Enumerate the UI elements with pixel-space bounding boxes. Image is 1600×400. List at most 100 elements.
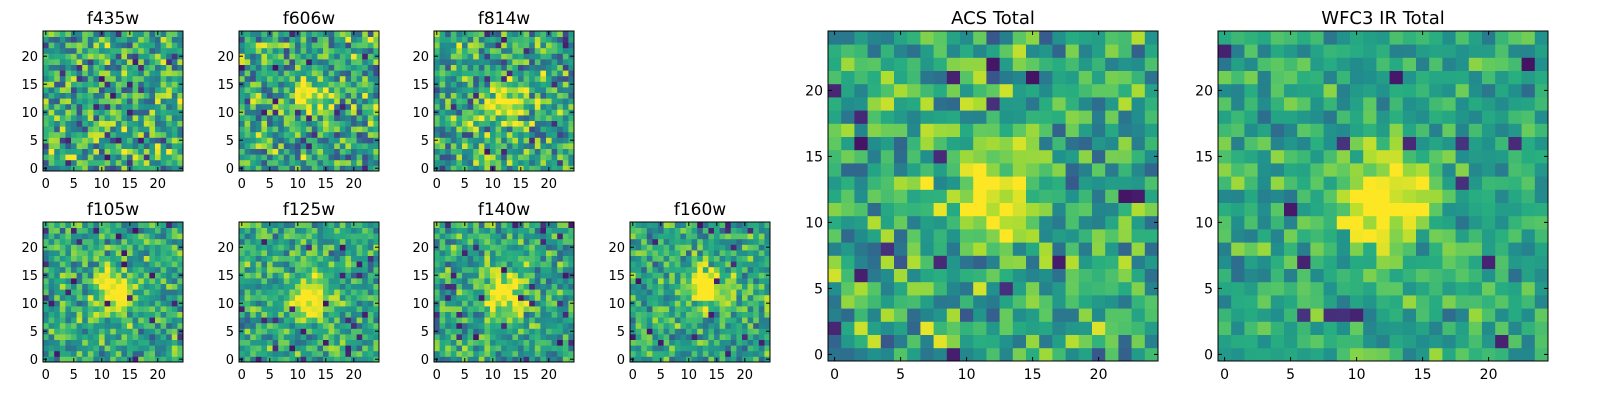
heatmap-cell bbox=[71, 322, 77, 329]
heatmap-cell bbox=[534, 115, 541, 121]
heatmap-cell bbox=[445, 356, 452, 363]
heatmap-cell bbox=[973, 215, 987, 230]
heatmap-cell bbox=[512, 154, 519, 161]
heatmap-cell bbox=[345, 350, 352, 357]
heatmap-cell bbox=[171, 126, 178, 133]
heatmap-cell bbox=[523, 70, 530, 77]
heatmap-cell bbox=[946, 308, 961, 322]
heatmap-cell bbox=[317, 154, 324, 161]
heatmap-cell bbox=[43, 36, 49, 43]
heatmap-cell bbox=[65, 165, 72, 172]
heatmap-cell bbox=[255, 328, 262, 335]
heatmap-cell bbox=[495, 103, 502, 110]
heatmap-cell bbox=[641, 306, 648, 312]
heatmap-cell bbox=[93, 81, 100, 88]
heatmap-cell bbox=[697, 306, 704, 312]
heatmap-cell bbox=[907, 255, 921, 269]
heatmap-cell bbox=[295, 64, 301, 71]
heatmap-cell bbox=[960, 163, 974, 177]
heatmap-cell bbox=[132, 81, 139, 88]
heatmap-cell bbox=[155, 238, 161, 245]
heatmap-cell bbox=[351, 159, 357, 166]
heatmap-cell bbox=[149, 317, 156, 324]
heatmap-cell bbox=[490, 227, 496, 234]
heatmap-cell bbox=[138, 322, 145, 329]
heatmap-cell bbox=[484, 294, 491, 301]
heatmap-cell bbox=[311, 266, 318, 273]
heatmap-cell bbox=[93, 244, 100, 251]
heatmap-cell bbox=[255, 261, 262, 268]
heatmap-cell bbox=[160, 103, 167, 110]
heatmap-cell bbox=[48, 244, 55, 251]
heatmap-cell bbox=[339, 59, 346, 65]
heatmap-cell bbox=[697, 356, 704, 363]
heatmap-cell bbox=[166, 238, 173, 245]
heatmap-cell bbox=[518, 328, 524, 335]
heatmap-cell bbox=[138, 131, 145, 138]
heatmap-cell bbox=[143, 137, 150, 144]
heatmap-cell bbox=[317, 98, 324, 105]
heatmap-cell bbox=[339, 278, 346, 284]
heatmap-cell bbox=[854, 242, 868, 256]
heatmap-cell bbox=[546, 227, 552, 234]
heatmap-cell bbox=[272, 115, 279, 121]
heatmap-cell bbox=[646, 294, 653, 301]
x-tick-label: 10 bbox=[290, 177, 307, 192]
heatmap-cell bbox=[345, 261, 352, 268]
heatmap-cell bbox=[160, 42, 167, 49]
heatmap-cell bbox=[171, 311, 178, 318]
heatmap-cell bbox=[110, 317, 117, 324]
heatmap-cell bbox=[138, 159, 145, 166]
heatmap-cell bbox=[680, 300, 687, 307]
heatmap-cell bbox=[356, 53, 363, 60]
heatmap-cell bbox=[920, 255, 934, 269]
heatmap-cell bbox=[646, 244, 653, 251]
heatmap-cell bbox=[283, 81, 290, 88]
heatmap-cell bbox=[171, 317, 178, 324]
heatmap-cell bbox=[663, 222, 670, 228]
heatmap-cell bbox=[104, 137, 111, 144]
heatmap-cell bbox=[239, 126, 245, 133]
heatmap-cell bbox=[261, 255, 268, 262]
heatmap-cell bbox=[663, 266, 670, 273]
heatmap-cell bbox=[1092, 268, 1106, 283]
heatmap-cell bbox=[362, 227, 369, 234]
heatmap-cell bbox=[674, 334, 681, 340]
heatmap-cell bbox=[328, 64, 335, 71]
heatmap-cell bbox=[691, 311, 698, 318]
heatmap-cell bbox=[635, 278, 642, 284]
heatmap-cell bbox=[828, 255, 842, 269]
heatmap-cell bbox=[71, 345, 77, 352]
heatmap-cell bbox=[730, 250, 737, 256]
heatmap-cell bbox=[272, 154, 279, 161]
heatmap-cell bbox=[362, 322, 369, 329]
heatmap-cell bbox=[59, 75, 66, 82]
heatmap-cell bbox=[999, 281, 1014, 296]
heatmap-cell bbox=[250, 98, 257, 105]
heatmap-cell bbox=[328, 278, 335, 284]
heatmap-cell bbox=[764, 255, 771, 262]
heatmap-cell bbox=[323, 47, 329, 54]
heatmap-cell bbox=[115, 300, 122, 307]
heatmap-cell bbox=[529, 311, 536, 318]
heatmap-cell bbox=[110, 137, 117, 144]
heatmap-cell bbox=[1026, 268, 1040, 283]
heatmap-cell bbox=[1065, 308, 1080, 322]
heatmap-cell bbox=[999, 176, 1014, 190]
heatmap-cell bbox=[278, 31, 285, 37]
heatmap-cell bbox=[99, 278, 105, 284]
heatmap-cell bbox=[473, 154, 480, 161]
heatmap-cell bbox=[43, 126, 49, 133]
heatmap-cell bbox=[110, 300, 117, 307]
heatmap-cell bbox=[121, 159, 128, 166]
heatmap-cell bbox=[59, 272, 66, 279]
heatmap-cell bbox=[295, 272, 301, 279]
heatmap-cell bbox=[518, 306, 524, 312]
heatmap-cell bbox=[362, 244, 369, 251]
heatmap-cell bbox=[255, 250, 262, 256]
heatmap-cell bbox=[456, 306, 463, 312]
heatmap-cell bbox=[127, 137, 133, 144]
heatmap-cell bbox=[177, 92, 184, 99]
heatmap-cell bbox=[59, 306, 66, 312]
heatmap-cell bbox=[295, 255, 301, 262]
